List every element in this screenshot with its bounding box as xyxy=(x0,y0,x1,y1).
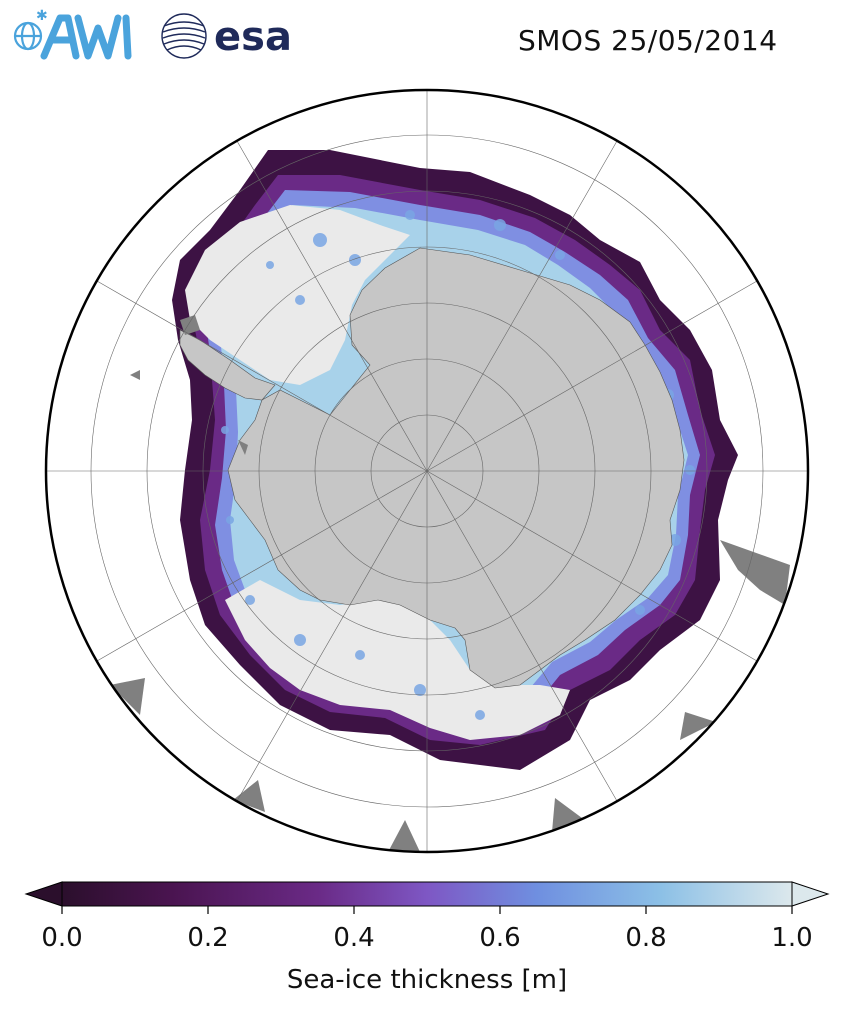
sea-ice-thick-weddell xyxy=(185,205,410,385)
colorbar-extend-min xyxy=(24,881,63,907)
colorbar-tick-label: 1.0 xyxy=(771,923,813,953)
colorbar xyxy=(24,881,830,914)
colorbar-tick-label: 0.2 xyxy=(187,923,229,953)
esa-emblem-icon xyxy=(161,13,207,59)
colorbar-tick-label: 0.0 xyxy=(41,923,83,953)
colorbar-ticks xyxy=(61,906,793,914)
sea-ice-map xyxy=(44,88,810,854)
colorbar-tick-label: 0.6 xyxy=(479,923,521,953)
map-title: SMOS 25/05/2014 xyxy=(518,24,778,57)
graticule xyxy=(46,90,808,852)
map-boundary xyxy=(44,88,810,854)
antarctic-peninsula xyxy=(179,329,276,401)
colorbar-gradient xyxy=(61,881,793,907)
colorbar-tick-label: 0.8 xyxy=(625,923,667,953)
colorbar-tick-label: 0.4 xyxy=(333,923,375,953)
esa-wordmark: esa xyxy=(214,14,292,60)
awi-wordmark xyxy=(40,14,132,60)
awi-globe-icon xyxy=(13,21,43,51)
awi-star-icon: ✱ xyxy=(36,8,48,24)
colorbar-extend-max xyxy=(791,881,830,907)
sea-ice-speckles xyxy=(221,210,695,720)
awi-logo: ✱ xyxy=(13,8,132,60)
colorbar-label: Sea-ice thickness [m] xyxy=(286,965,568,995)
sea-ice-thick-ross xyxy=(225,580,570,740)
esa-logo: esa xyxy=(161,13,292,60)
antarctica-land xyxy=(227,247,685,689)
